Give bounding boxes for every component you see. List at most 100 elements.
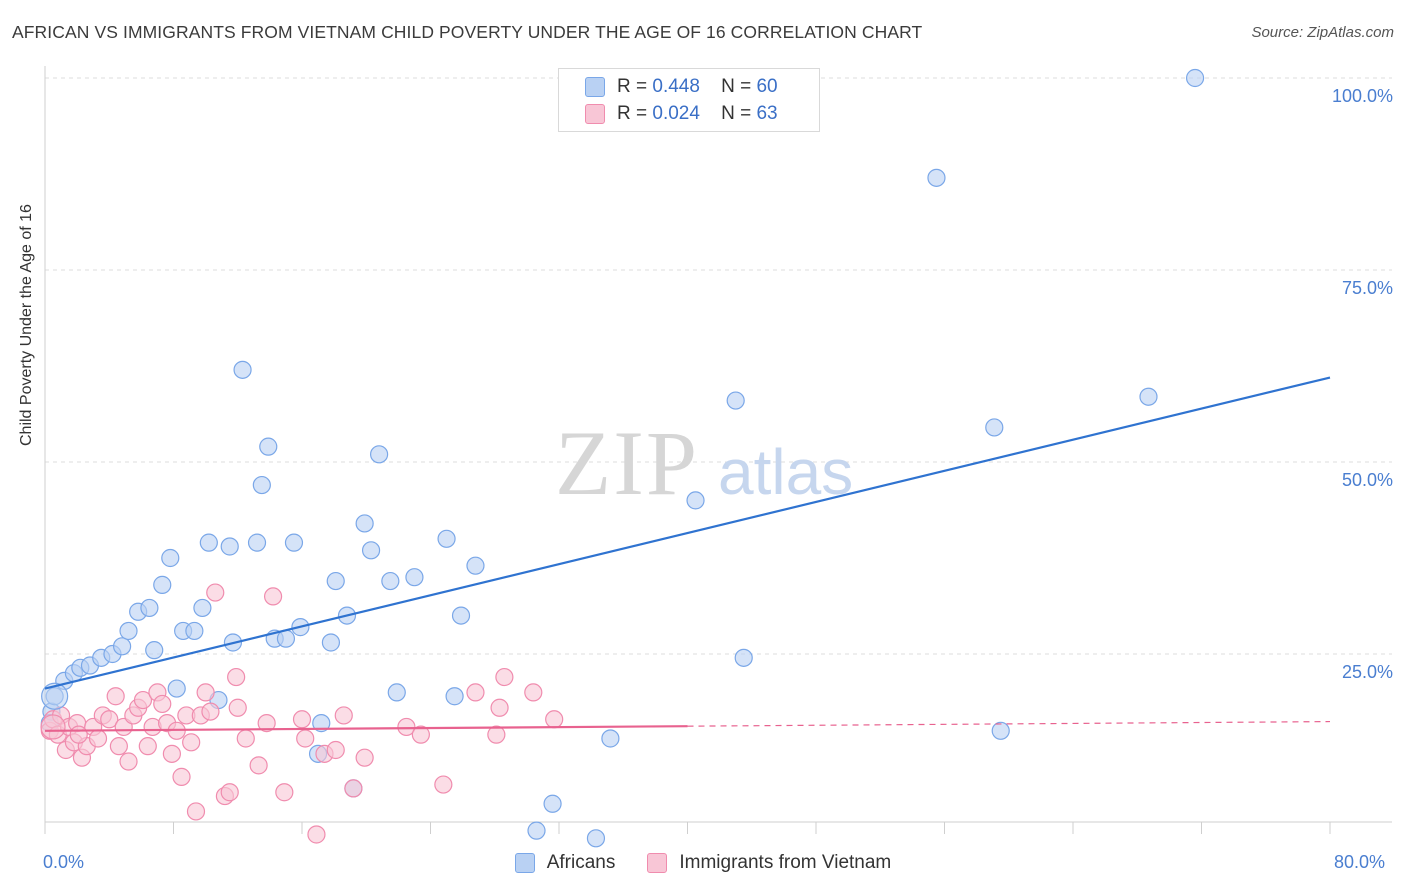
point-africans — [543, 794, 562, 813]
point-africans — [259, 437, 278, 456]
point-vietnam — [69, 725, 88, 744]
legend-label-vietnam: Immigrants from Vietnam — [679, 852, 892, 873]
point-vietnam — [495, 667, 514, 687]
point-vietnam — [206, 583, 225, 602]
point-vietnam — [153, 694, 172, 714]
legend-r-label: R = — [617, 103, 648, 124]
x-tick-min: 0.0% — [43, 852, 85, 872]
point-africans — [233, 360, 252, 379]
point-vietnam — [138, 737, 157, 756]
legend-swatch-africans — [585, 77, 605, 97]
point-africans — [927, 168, 946, 187]
legend-label-africans: Africans — [546, 852, 616, 873]
point-vietnam — [228, 698, 247, 717]
legend-r-value: 0.024 — [652, 103, 700, 124]
point-africans — [220, 537, 239, 556]
legend-row-africans: R = 0.448 N = 60 — [585, 76, 778, 98]
chart-title: AFRICAN VS IMMIGRANTS FROM VIETNAM CHILD… — [12, 22, 923, 42]
point-vietnam — [326, 740, 345, 760]
point-africans — [1139, 387, 1158, 406]
point-vietnam — [196, 683, 215, 702]
point-vietnam — [292, 710, 312, 729]
point-vietnam — [162, 744, 181, 763]
point-africans-cluster — [41, 682, 69, 710]
point-vietnam — [227, 667, 246, 687]
point-africans — [985, 418, 1004, 437]
point-africans — [153, 575, 172, 594]
point-africans — [466, 556, 485, 575]
point-africans — [381, 571, 400, 591]
trend-line-africans — [44, 376, 1331, 690]
point-vietnam — [186, 802, 206, 821]
point-vietnam — [119, 752, 138, 771]
correlation-legend: R = 0.448 N = 60 R = 0.024 N = 63 — [558, 68, 820, 132]
point-africans — [726, 391, 745, 410]
point-africans — [140, 598, 159, 618]
point-vietnam — [249, 756, 268, 775]
point-africans — [387, 683, 406, 702]
point-africans — [355, 514, 374, 533]
point-africans — [405, 568, 424, 587]
series-legend: Africans Immigrants from Vietnam — [0, 852, 1406, 874]
point-vietnam — [355, 748, 374, 767]
legend-r-label: R = — [617, 76, 648, 97]
point-africans — [451, 606, 471, 625]
point-africans — [586, 829, 606, 848]
point-africans — [445, 687, 464, 706]
point-vietnam — [106, 687, 125, 706]
point-vietnam — [545, 710, 564, 729]
point-africans — [326, 571, 345, 591]
point-vietnam — [236, 729, 255, 748]
source-label: Source: ZipAtlas.com — [1251, 24, 1394, 41]
legend-n-value: 60 — [756, 76, 778, 97]
y-tick-label: 100.0% — [1331, 86, 1393, 106]
watermark-zip: ZIP — [555, 412, 699, 514]
x-tick-max: 80.0% — [1334, 852, 1386, 872]
data-points — [40, 68, 1205, 848]
point-vietnam — [524, 683, 543, 702]
point-africans — [199, 533, 218, 552]
point-africans — [284, 533, 304, 552]
legend-item-africans: Africans — [514, 852, 616, 874]
point-africans — [112, 637, 132, 656]
legend-n-label: N = — [721, 103, 752, 124]
point-africans — [167, 679, 186, 698]
point-vietnam — [397, 717, 416, 737]
point-africans — [161, 548, 180, 568]
point-vietnam — [434, 775, 453, 794]
point-vietnam-cluster — [40, 714, 66, 740]
point-vietnam — [344, 779, 363, 798]
point-africans — [1185, 68, 1205, 88]
legend-swatch-vietnam — [647, 853, 668, 873]
point-vietnam — [334, 706, 353, 725]
point-vietnam — [307, 825, 326, 844]
legend-item-vietnam: Immigrants from Vietnam — [647, 852, 891, 874]
point-africans — [312, 714, 331, 733]
point-africans — [247, 533, 267, 552]
y-axis-label: Child Poverty Under the Age of 16 — [18, 204, 35, 446]
point-africans — [185, 621, 204, 641]
legend-n-value: 63 — [756, 103, 778, 124]
point-africans — [252, 475, 271, 495]
point-vietnam — [275, 783, 294, 802]
point-africans — [193, 598, 212, 618]
point-vietnam — [88, 729, 108, 748]
legend-r-value: 0.448 — [652, 76, 700, 97]
point-vietnam — [109, 737, 128, 756]
legend-row-vietnam: R = 0.024 N = 63 — [585, 103, 778, 125]
point-vietnam — [466, 683, 485, 702]
point-vietnam — [490, 698, 509, 717]
gridlines — [45, 77, 1392, 655]
point-vietnam — [257, 714, 276, 733]
watermark: ZIP atlas — [555, 412, 853, 514]
legend-n-label: N = — [721, 76, 752, 97]
trend-line-vietnam — [44, 725, 688, 732]
point-vietnam — [133, 690, 153, 710]
point-africans — [734, 648, 753, 667]
point-africans — [145, 641, 164, 660]
point-vietnam — [100, 710, 119, 729]
point-africans — [601, 729, 620, 748]
point-africans — [437, 529, 456, 548]
point-vietnam — [487, 725, 506, 744]
point-vietnam — [182, 733, 201, 752]
